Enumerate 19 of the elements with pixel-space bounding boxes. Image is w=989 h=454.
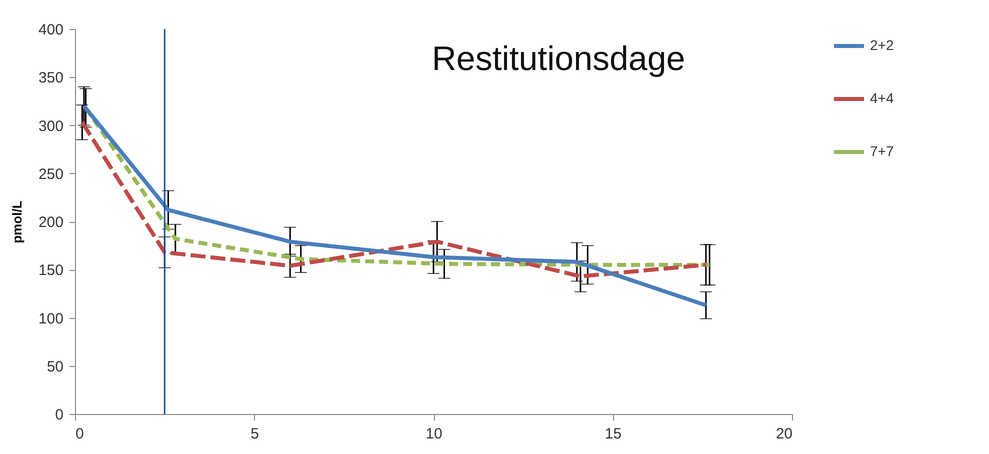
y-tick-label: 100	[38, 310, 64, 328]
chart-title: Restitutionsdage	[432, 40, 686, 78]
y-tick-label: 300	[38, 118, 64, 135]
x-tick-label: 10	[426, 426, 442, 442]
y-axis-title: pmol/L	[9, 200, 24, 244]
x-tick-label: 5	[250, 426, 259, 442]
y-tick-label: 150	[38, 262, 64, 280]
legend-label: 7+7	[870, 143, 894, 159]
y-tick-label: 250	[38, 166, 64, 183]
legend-label: 4+4	[870, 90, 894, 106]
x-tick-label: 0	[76, 426, 84, 442]
x-tick-label: 20	[776, 426, 792, 442]
x-tick-label: 15	[604, 426, 622, 442]
y-tick-label: 350	[38, 70, 64, 87]
y-tick-label: 200	[38, 214, 64, 231]
legend-label: 2+2	[870, 37, 894, 53]
y-tick-label: 0	[55, 406, 64, 424]
y-tick-label: 50	[46, 358, 64, 376]
y-tick-label: 400	[38, 22, 64, 38]
